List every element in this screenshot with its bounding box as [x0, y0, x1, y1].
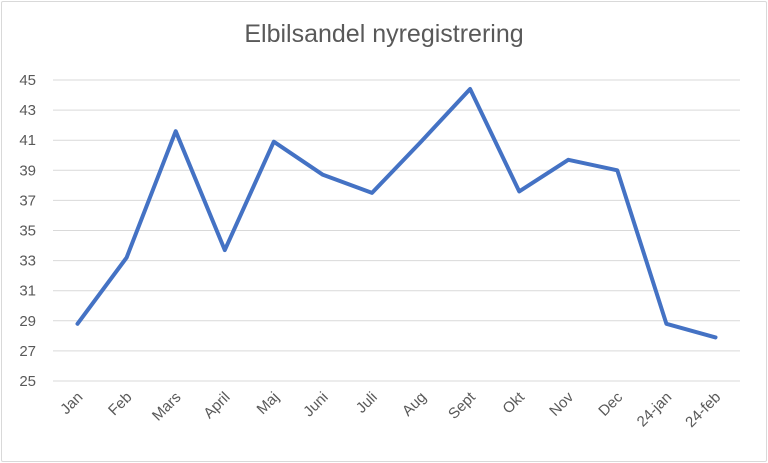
data-point — [419, 140, 423, 144]
x-tick-label: Mars — [149, 389, 185, 425]
data-point — [566, 158, 570, 162]
x-tick-label: April — [200, 389, 233, 422]
y-tick-label: 43 — [19, 102, 36, 119]
x-tick-label: Jan — [57, 389, 86, 418]
data-point — [370, 191, 374, 195]
x-axis-ticks: Jan Feb Mars April Maj Juni Juli Aug Sept Okt Nov D… — [57, 388, 724, 431]
x-tick-label: Juni — [300, 389, 331, 420]
x-tick-label: 24-jan — [634, 389, 676, 431]
x-tick-label: Juli — [353, 389, 381, 417]
y-tick-label: 39 — [19, 162, 36, 179]
data-point — [174, 129, 178, 133]
y-tick-label: 29 — [19, 313, 36, 330]
y-tick-label: 35 — [19, 223, 36, 240]
data-point — [517, 189, 521, 193]
x-tick-label: Feb — [105, 389, 135, 419]
x-tick-label: Maj — [254, 389, 283, 418]
y-tick-label: 45 — [19, 72, 36, 89]
y-axis-ticks: 25 27 29 31 33 35 37 39 41 43 45 — [19, 72, 36, 390]
data-point — [223, 248, 227, 252]
data-point — [615, 168, 619, 172]
series-line-0 — [75, 87, 718, 340]
x-tick-label: Sept — [445, 388, 479, 422]
y-tick-label: 33 — [19, 253, 36, 270]
data-point — [272, 140, 276, 144]
y-tick-label: 41 — [19, 132, 36, 149]
x-tick-label: Aug — [399, 389, 430, 420]
y-tick-label: 31 — [19, 283, 36, 300]
y-tick-label: 27 — [19, 343, 36, 360]
x-tick-label: Dec — [595, 388, 626, 419]
data-point — [664, 322, 668, 326]
x-tick-label: 24-feb — [682, 389, 724, 431]
chart-title: Elbilsandel nyregistrering — [244, 20, 524, 48]
data-point — [713, 335, 717, 339]
y-tick-label: 37 — [19, 192, 36, 209]
gridlines — [53, 79, 740, 382]
data-point — [76, 322, 80, 326]
data-point — [468, 87, 472, 91]
data-point — [125, 256, 129, 260]
y-tick-label: 25 — [19, 373, 36, 390]
x-tick-label: Nov — [546, 388, 577, 419]
data-point — [321, 173, 325, 177]
series-group — [75, 87, 718, 340]
x-tick-label: Okt — [499, 388, 528, 417]
